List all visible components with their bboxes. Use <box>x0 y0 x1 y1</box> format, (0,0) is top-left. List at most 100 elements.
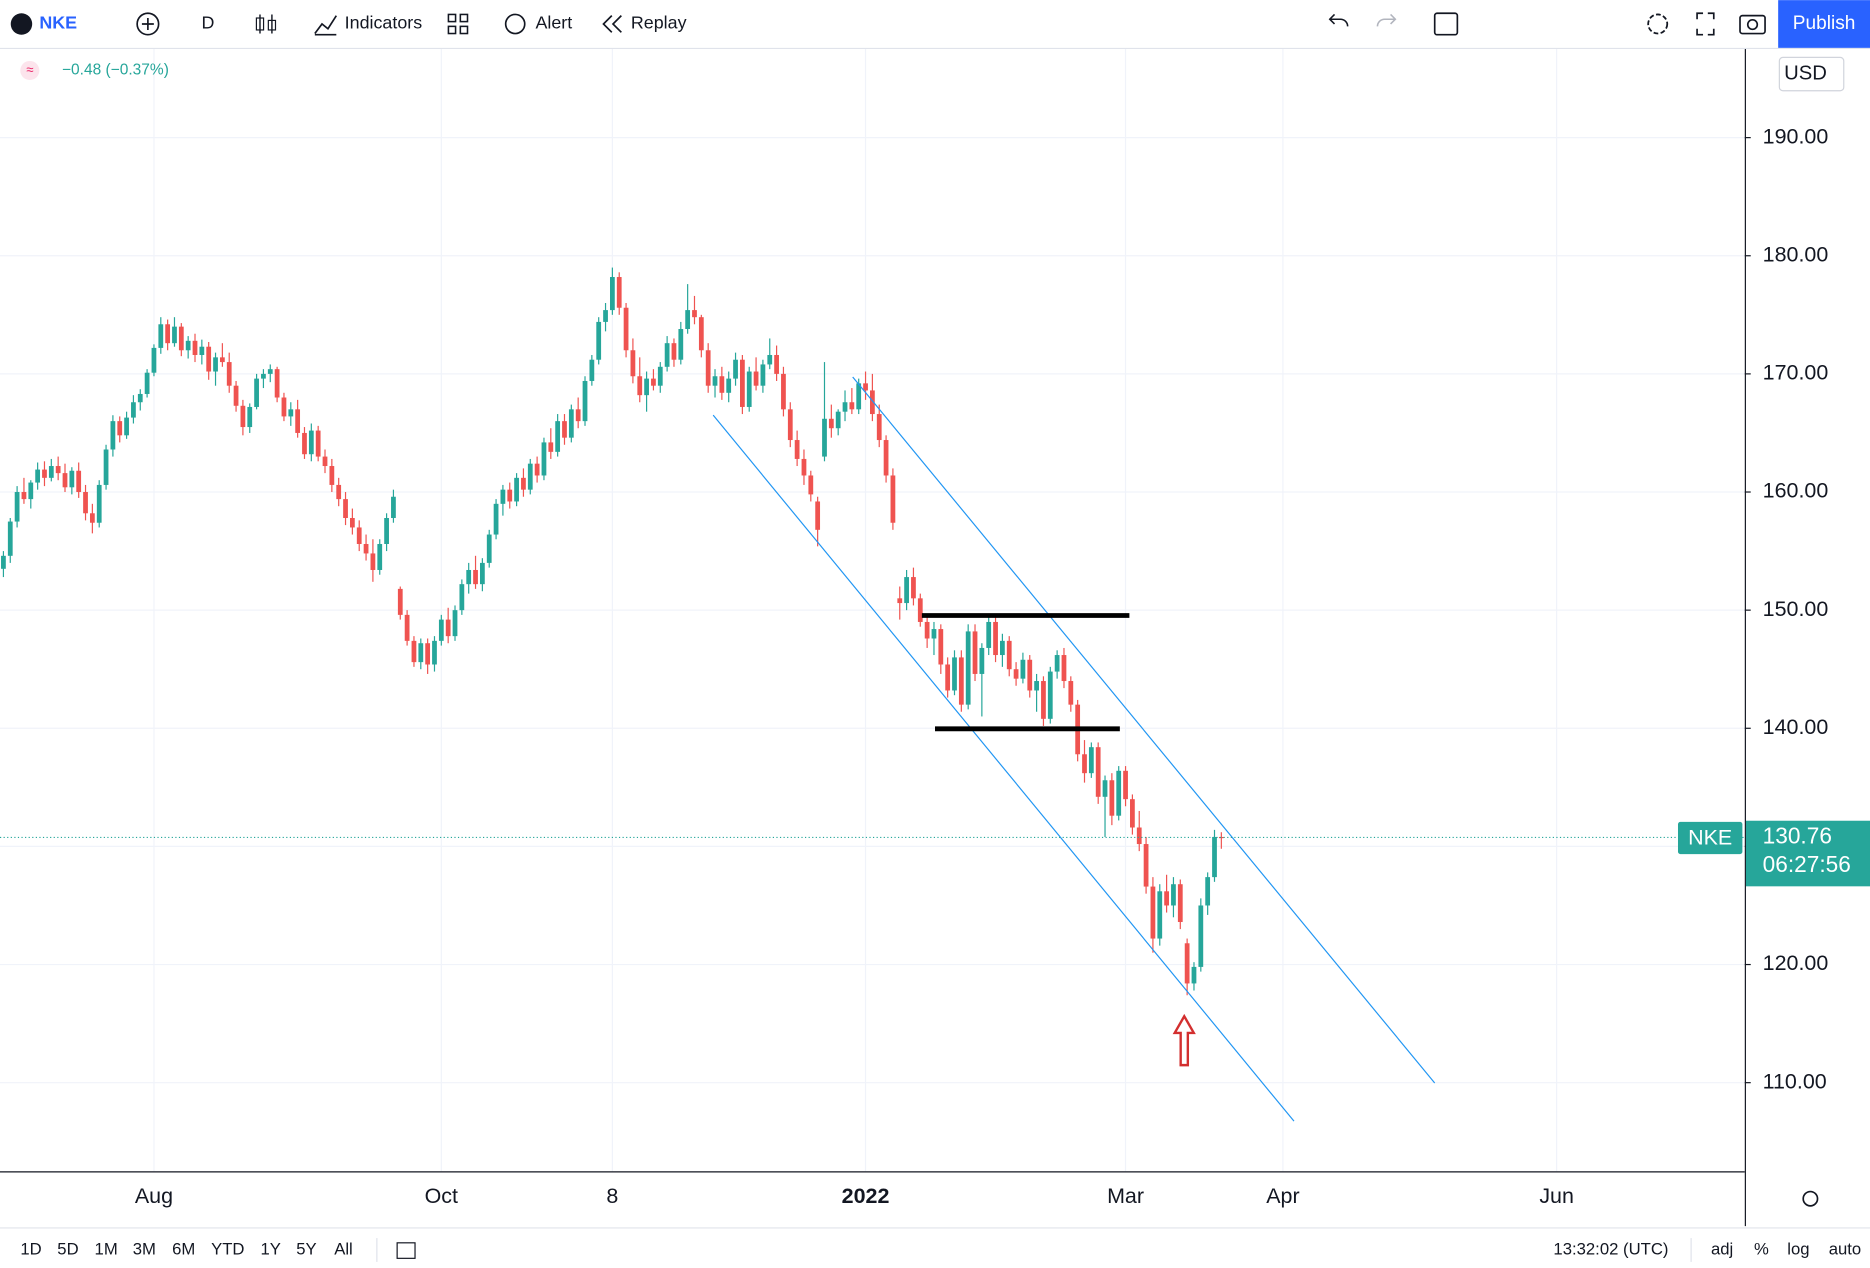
y-tick-label: 110.00 <box>1763 1069 1827 1093</box>
x-tick-label: Jun <box>1539 1184 1574 1208</box>
candle-body <box>1164 891 1169 906</box>
candle-body <box>958 657 964 705</box>
countdown-label: 06:27:56 <box>1763 851 1851 877</box>
replay-button[interactable]: Replay <box>631 13 687 33</box>
candle-body <box>110 421 116 450</box>
candle-body <box>55 466 61 474</box>
range-button[interactable]: 1D <box>20 1239 41 1258</box>
range-button[interactable]: All <box>334 1239 353 1258</box>
date-range-icon[interactable] <box>396 1242 416 1259</box>
candle-body <box>404 614 410 641</box>
price-change: −0.48 (−0.37%) <box>62 62 169 79</box>
redo-icon[interactable] <box>1376 13 1397 27</box>
candle-body <box>671 343 677 360</box>
x-tick-label: Mar <box>1107 1184 1144 1208</box>
candle-body <box>1177 884 1183 923</box>
candle-body <box>315 430 321 457</box>
currency-selector[interactable] <box>1778 56 1845 92</box>
scale-option[interactable]: % <box>1754 1239 1769 1258</box>
candle-body <box>562 421 567 438</box>
range-button[interactable]: 5Y <box>296 1239 316 1258</box>
settings-icon[interactable] <box>1647 13 1669 35</box>
scale-option[interactable]: auto <box>1829 1239 1861 1258</box>
symbol[interactable]: NKE <box>39 13 77 33</box>
candle-body <box>733 359 738 379</box>
candle-body <box>876 414 882 441</box>
candle-body <box>1013 669 1019 679</box>
candle-body <box>609 277 615 311</box>
y-tick-label: 150.00 <box>1763 597 1829 621</box>
candle-body <box>21 492 27 500</box>
candle-body <box>630 350 636 377</box>
candle-body <box>48 466 54 478</box>
candle-body <box>158 324 164 348</box>
candle-body <box>343 499 348 519</box>
candle-body <box>938 629 944 665</box>
range-button[interactable]: 6M <box>172 1239 195 1258</box>
expand-icon[interactable] <box>1696 12 1715 36</box>
candle-body <box>917 598 923 622</box>
candle-body <box>178 326 184 351</box>
axis-settings-icon[interactable] <box>1802 1190 1819 1207</box>
candle-body <box>603 310 608 322</box>
publish-button[interactable]: Publish <box>1793 13 1856 34</box>
range-button[interactable]: 3M <box>133 1239 156 1258</box>
candle-body <box>473 569 478 585</box>
scale-option[interactable]: adj <box>1711 1239 1733 1258</box>
trend-channel <box>712 376 1436 1122</box>
range-button[interactable]: 5D <box>57 1239 78 1258</box>
candle-body <box>1047 671 1053 719</box>
candle-body <box>548 442 554 452</box>
snapshot-icon[interactable] <box>1739 14 1766 35</box>
candle-body <box>883 440 889 476</box>
compare-icon[interactable] <box>136 12 160 36</box>
range-button[interactable]: 1Y <box>261 1239 281 1258</box>
candle-body <box>746 371 752 407</box>
candle-body <box>459 584 465 611</box>
candle-body <box>637 376 643 396</box>
y-tick-label: 190.00 <box>1763 124 1829 148</box>
candle-body <box>172 326 177 344</box>
publish-background[interactable] <box>1778 0 1870 48</box>
candle-body <box>507 489 513 502</box>
candle-body <box>644 378 649 396</box>
candle-body <box>1205 877 1211 906</box>
candle-body <box>1 555 6 569</box>
arrow-annotation <box>1172 1013 1196 1067</box>
candle-body <box>493 503 499 535</box>
candle-body <box>685 310 691 329</box>
candle-body <box>842 402 848 412</box>
candle-body <box>1130 799 1135 828</box>
alert-button[interactable]: Alert <box>535 13 572 33</box>
candle-body <box>281 397 287 417</box>
indicators-button[interactable]: Indicators <box>345 13 423 33</box>
candle-body <box>965 631 971 705</box>
candle-body <box>329 466 335 485</box>
candle-body <box>1034 681 1039 691</box>
currency[interactable]: USD <box>1784 62 1827 84</box>
last-price-tag-bg <box>1745 820 1870 887</box>
candle-body <box>62 473 68 488</box>
candle-body <box>1054 655 1060 672</box>
candle-body <box>438 619 444 641</box>
candle-body <box>1157 891 1163 939</box>
candle-body <box>589 359 595 381</box>
fullscreen-box[interactable] <box>1433 12 1459 36</box>
candle-body <box>295 409 301 433</box>
indicator-glyph: ≈ <box>26 62 33 77</box>
candle-body <box>835 411 841 429</box>
candle-body <box>131 402 136 418</box>
undo-icon[interactable] <box>1328 13 1349 27</box>
scale-option[interactable]: log <box>1787 1239 1809 1258</box>
candle-body <box>96 484 102 523</box>
candle-body <box>377 543 383 570</box>
candle-body <box>199 346 205 355</box>
layouts-icon[interactable] <box>447 13 469 35</box>
range-button[interactable]: 1M <box>95 1239 118 1258</box>
candle-body <box>986 621 992 648</box>
range-button[interactable]: YTD <box>211 1239 244 1258</box>
interval[interactable]: D <box>202 13 215 33</box>
candle-body <box>254 378 259 407</box>
candle-body <box>83 492 88 514</box>
y-tick-label: 120.00 <box>1763 951 1829 975</box>
